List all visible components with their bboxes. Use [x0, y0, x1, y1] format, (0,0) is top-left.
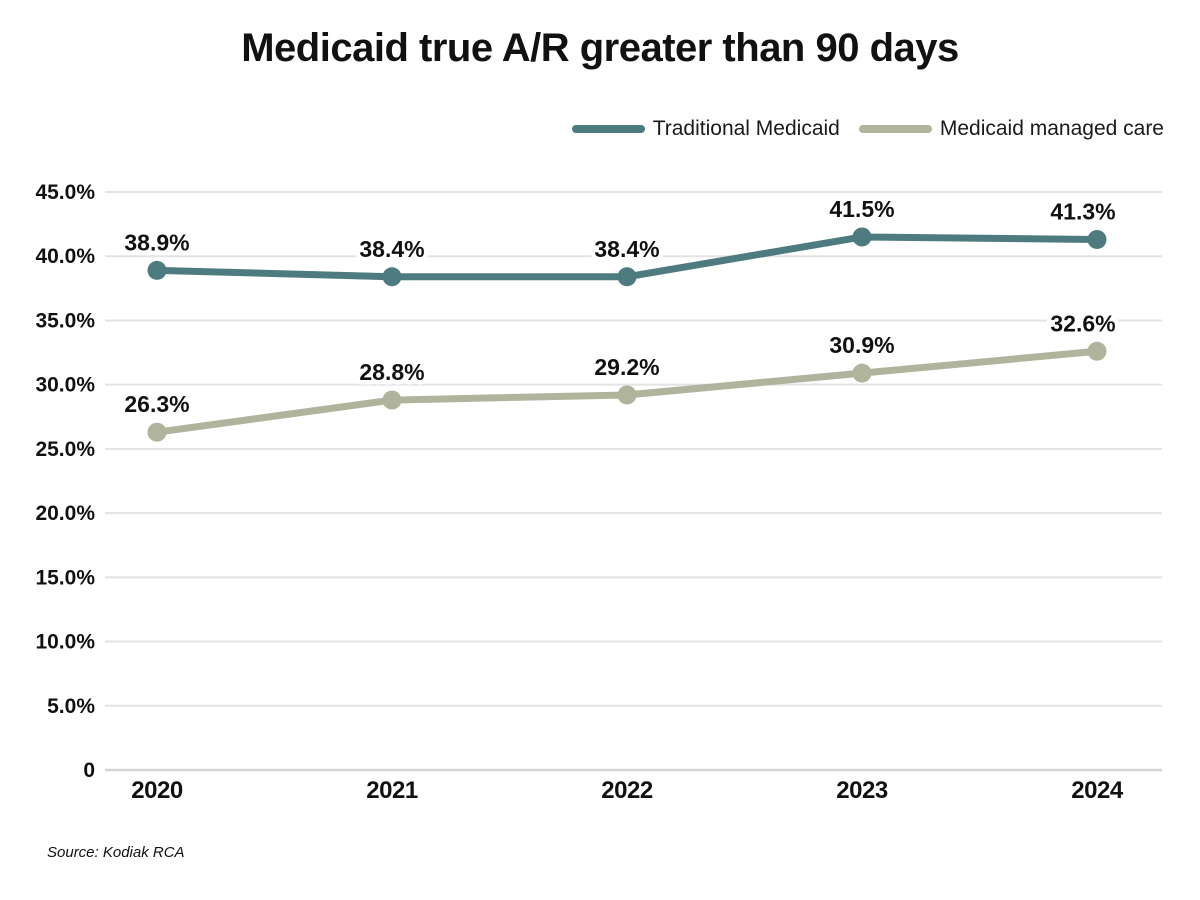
svg-text:41.3%: 41.3% [1050, 199, 1115, 225]
svg-text:15.0%: 15.0% [35, 566, 95, 589]
svg-text:32.6%: 32.6% [1050, 310, 1115, 336]
svg-text:25.0%: 25.0% [35, 438, 95, 461]
svg-text:38.4%: 38.4% [594, 236, 659, 262]
svg-text:38.4%: 38.4% [359, 236, 424, 262]
svg-text:2023: 2023 [836, 777, 888, 804]
svg-text:29.2%: 29.2% [594, 354, 659, 380]
source-note: Source: Kodiak RCA [47, 844, 185, 861]
svg-text:26.3%: 26.3% [124, 391, 189, 417]
svg-text:2021: 2021 [366, 777, 418, 804]
svg-text:5.0%: 5.0% [47, 695, 95, 718]
svg-text:2022: 2022 [601, 777, 653, 804]
legend-label-medicaid-managed-care: Medicaid managed care [939, 117, 1164, 140]
svg-text:40.0%: 40.0% [35, 245, 95, 268]
legend-label-traditional-medicaid: Traditional Medicaid [652, 117, 840, 140]
legend-swatch-traditional-medicaid [571, 125, 645, 133]
legend-item-medicaid-managed-care: Medicaid managed care [858, 117, 1164, 141]
svg-text:35.0%: 35.0% [35, 309, 95, 332]
svg-text:41.5%: 41.5% [829, 196, 894, 222]
svg-text:30.0%: 30.0% [35, 374, 95, 397]
svg-text:20.0%: 20.0% [35, 502, 95, 525]
svg-text:30.9%: 30.9% [829, 332, 894, 358]
legend: Traditional Medicaid Medicaid managed ca… [571, 115, 1164, 143]
legend-item-traditional-medicaid: Traditional Medicaid [571, 117, 840, 141]
svg-text:0: 0 [83, 759, 95, 782]
svg-text:10.0%: 10.0% [35, 631, 95, 654]
svg-text:45.0%: 45.0% [35, 181, 95, 204]
svg-text:38.9%: 38.9% [124, 229, 189, 255]
svg-text:2024: 2024 [1071, 777, 1124, 804]
svg-text:2020: 2020 [131, 777, 183, 804]
chart-title: Medicaid true A/R greater than 90 days [241, 26, 959, 70]
legend-swatch-medicaid-managed-care [858, 125, 932, 133]
svg-text:28.8%: 28.8% [359, 359, 424, 385]
